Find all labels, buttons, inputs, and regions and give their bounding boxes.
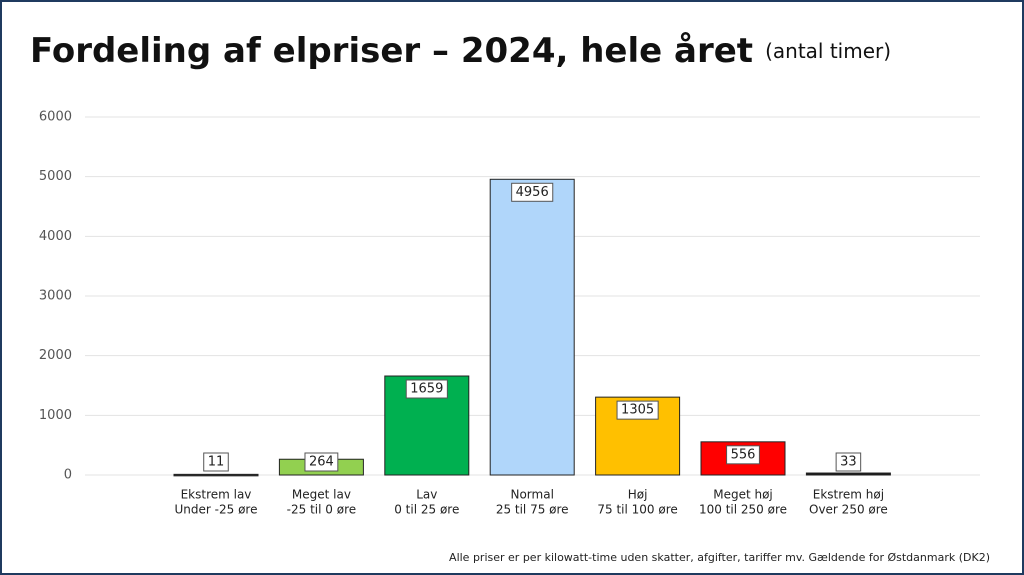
value-label: 11: [208, 455, 225, 470]
x-tick-label: Lav: [416, 488, 437, 502]
x-tick-sublabel: Under -25 øre: [175, 503, 258, 517]
x-tick-label: Høj: [628, 488, 648, 502]
y-tick-label: 6000: [39, 110, 72, 125]
value-label: 264: [309, 455, 334, 470]
x-tick-label: Ekstrem høj: [813, 488, 884, 502]
x-tick-label: Normal: [510, 488, 553, 502]
value-label: 1305: [621, 403, 654, 418]
y-tick-label: 2000: [39, 348, 72, 363]
x-tick-label: Meget høj: [713, 488, 773, 502]
value-label-box: [203, 452, 229, 472]
x-tick-sublabel: 75 til 100 øre: [597, 503, 677, 517]
value-label: 4956: [516, 185, 549, 200]
y-tick-label: 3000: [39, 289, 72, 304]
y-tick-label: 4000: [39, 229, 72, 244]
value-label-box: [726, 445, 760, 465]
y-tick-label: 1000: [39, 408, 72, 423]
value-label-box: [405, 379, 448, 399]
value-label-box: [835, 452, 862, 472]
value-label: 33: [840, 455, 857, 470]
subtitle: (antal timer): [765, 39, 891, 63]
y-tick-label: 5000: [39, 169, 72, 184]
chart-title: Fordeling af elpriser – 2024, hele året (…: [30, 31, 891, 71]
footnote: Alle priser er per kilowatt-time uden sk…: [449, 551, 990, 564]
title-text: Fordeling af elpriser – 2024, hele året: [30, 31, 753, 71]
y-tick-label: 0: [64, 468, 72, 483]
value-label: 1659: [410, 382, 443, 397]
bar: [489, 178, 575, 476]
bar: [173, 473, 259, 477]
value-label-box: [616, 400, 659, 420]
x-tick-sublabel: 25 til 75 øre: [496, 503, 569, 517]
value-label-box: [304, 452, 339, 472]
x-tick-label: Ekstrem lav: [181, 488, 252, 502]
x-tick-sublabel: 0 til 25 øre: [394, 503, 459, 517]
bar: [805, 472, 891, 476]
x-tick-label: Meget lav: [292, 488, 351, 502]
x-tick-sublabel: 100 til 250 øre: [699, 503, 787, 517]
value-label-box: [511, 182, 554, 202]
value-label: 556: [731, 447, 756, 462]
x-tick-sublabel: Over 250 øre: [809, 503, 888, 517]
x-tick-sublabel: -25 til 0 øre: [287, 503, 356, 517]
